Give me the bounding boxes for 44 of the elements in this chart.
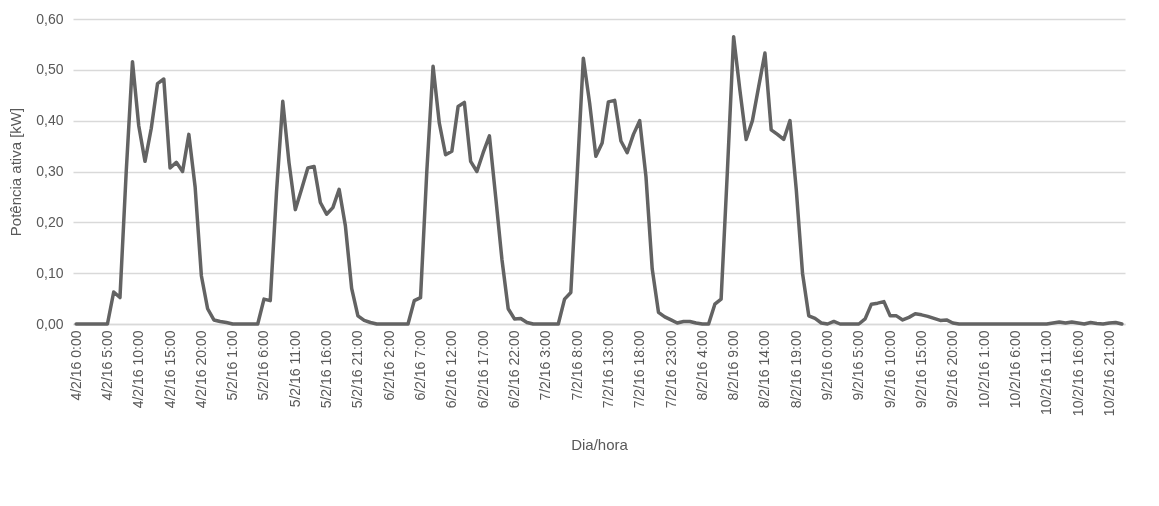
x-tick-label: 7/2/16 23:00 — [662, 330, 679, 409]
x-tick-label: 7/2/16 13:00 — [599, 330, 616, 409]
y-tick-label: 0,50 — [36, 61, 64, 78]
x-tick-label: 6/2/16 12:00 — [443, 330, 460, 409]
x-tick-label: 9/2/16 10:00 — [881, 330, 898, 409]
x-tick-label: 4/2/16 20:00 — [192, 330, 209, 409]
x-tick-label: 4/2/16 5:00 — [98, 330, 115, 401]
x-tick-label: 7/2/16 18:00 — [631, 330, 648, 409]
x-tick-label: 6/2/16 2:00 — [380, 330, 397, 401]
y-axis-title: Potência ativa [kW] — [7, 107, 25, 237]
x-tick-label: 5/2/16 16:00 — [318, 330, 335, 409]
x-tick-label: 8/2/16 14:00 — [756, 330, 773, 409]
y-tick-label: 0,60 — [36, 10, 64, 27]
y-tick-label: 0,00 — [36, 315, 64, 332]
x-tick-label: 5/2/16 21:00 — [349, 330, 366, 409]
x-tick-label: 10/2/16 21:00 — [1100, 330, 1117, 417]
x-tick-label: 10/2/16 11:00 — [1038, 330, 1055, 416]
y-tick-label: 0,20 — [36, 213, 64, 230]
x-tick-label: 5/2/16 6:00 — [255, 330, 272, 401]
x-tick-label: 8/2/16 19:00 — [787, 330, 804, 409]
y-tick-label: 0,40 — [36, 112, 64, 129]
x-tick-label: 9/2/16 15:00 — [912, 330, 929, 409]
x-tick-label: 10/2/16 16:00 — [1069, 330, 1086, 417]
x-tick-label: 9/2/16 20:00 — [944, 330, 961, 409]
x-tick-label: 6/2/16 22:00 — [505, 330, 522, 409]
x-tick-label: 6/2/16 7:00 — [412, 330, 429, 401]
x-tick-label: 9/2/16 0:00 — [819, 330, 836, 401]
x-tick-label: 7/2/16 8:00 — [568, 330, 585, 401]
x-tick-label: 6/2/16 17:00 — [474, 330, 491, 409]
x-tick-label: 9/2/16 5:00 — [850, 330, 867, 401]
x-tick-label: 5/2/16 11:00 — [286, 330, 303, 408]
y-tick-label: 0,30 — [36, 163, 64, 179]
x-tick-label: 7/2/16 3:00 — [537, 330, 554, 401]
line-series — [74, 35, 1124, 326]
y-tick-label: 0,10 — [36, 264, 64, 281]
x-tick-label: 8/2/16 4:00 — [693, 330, 710, 401]
x-tick-label: 10/2/16 6:00 — [1006, 330, 1023, 409]
x-tick-label: 10/2/16 1:00 — [975, 330, 992, 409]
x-tick-label: 4/2/16 0:00 — [67, 330, 84, 401]
x-axis-title: Dia/hora — [571, 436, 629, 454]
x-tick-label: 4/2/16 15:00 — [161, 330, 178, 409]
x-tick-label: 5/2/16 1:00 — [224, 330, 241, 401]
x-tick-label: 4/2/16 10:00 — [130, 330, 147, 409]
x-tick-label: 8/2/16 9:00 — [725, 330, 742, 401]
